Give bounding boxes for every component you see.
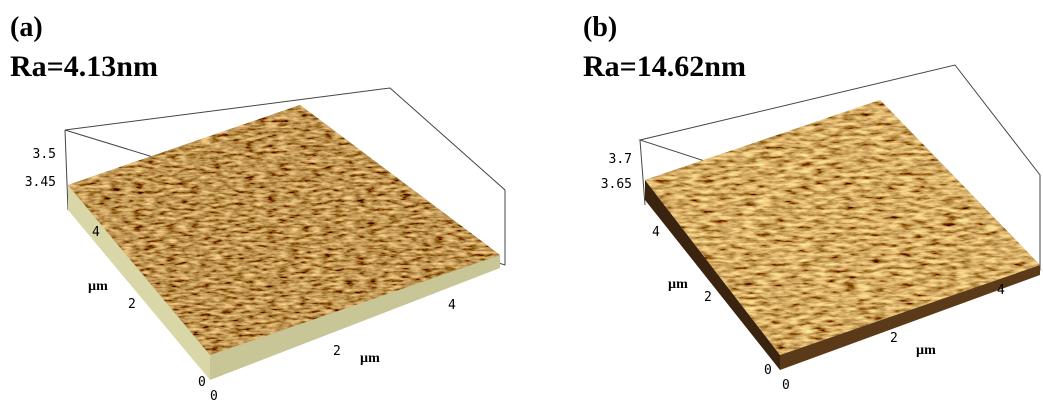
x-tick-label: 4 xyxy=(997,283,1005,298)
figure: (a) Ra=4.13nm 3.5 3.45 4 2 0 µm 0 2 4 µm… xyxy=(0,0,1043,403)
z-tick-label: 3.45 xyxy=(25,175,56,190)
z-tick-label: 3.65 xyxy=(601,177,632,192)
x-tick-label: 2 xyxy=(890,331,898,346)
roughness: Ra=4.13nm xyxy=(10,50,158,83)
y-tick-label: 0 xyxy=(764,363,772,378)
z-tick-label: 3.7 xyxy=(609,152,632,167)
x-tick-label: 4 xyxy=(448,298,456,313)
panel-b: (b) Ra=14.62nm 3.7 3.65 4 2 0 µm 0 2 4 µ… xyxy=(583,12,1043,393)
y-tick-label: 0 xyxy=(198,375,206,390)
y-tick-label: 4 xyxy=(652,225,660,240)
x-tick-label: 0 xyxy=(210,389,218,403)
box-edge xyxy=(65,130,68,210)
y-tick-label: 2 xyxy=(128,297,136,312)
y-unit: µm xyxy=(668,277,688,292)
y-tick-label: 2 xyxy=(704,290,712,305)
z-tick-label: 3.5 xyxy=(33,147,56,162)
y-tick-label: 4 xyxy=(92,225,100,240)
panel-a: (a) Ra=4.13nm 3.5 3.45 4 2 0 µm 0 2 4 µm xyxy=(10,12,510,403)
x-tick-label: 2 xyxy=(333,344,341,359)
box-edge xyxy=(640,140,645,205)
roughness: Ra=14.62nm xyxy=(583,50,746,83)
surface xyxy=(60,100,510,360)
y-unit: µm xyxy=(88,279,108,294)
x-unit: µm xyxy=(916,343,936,358)
surface xyxy=(640,95,1043,360)
x-unit: µm xyxy=(360,351,380,366)
panel-label: (b) xyxy=(583,12,617,43)
panel-label: (a) xyxy=(10,12,43,43)
x-tick-label: 0 xyxy=(782,378,790,393)
